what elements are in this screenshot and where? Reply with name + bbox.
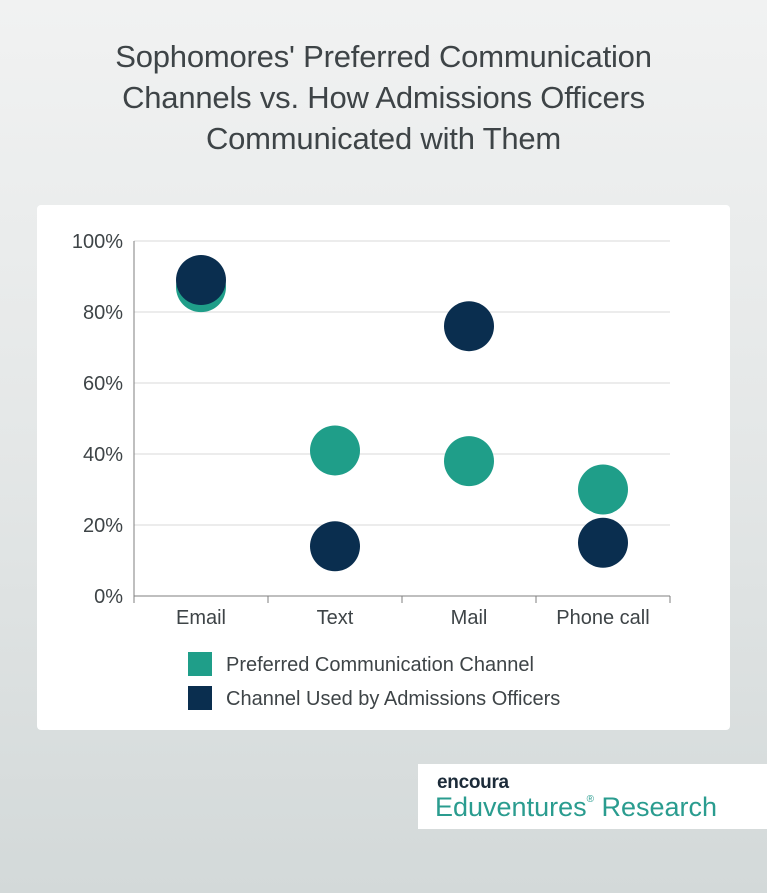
data-point-series-2 bbox=[578, 517, 628, 568]
brand-logo: encoura Eduventures® Research bbox=[418, 764, 767, 829]
y-tick-label: 80% bbox=[83, 302, 123, 324]
data-point-series-2 bbox=[310, 521, 360, 572]
data-point-series-1 bbox=[444, 436, 494, 487]
title-line-2: Channels vs. How Admissions Officers bbox=[122, 80, 645, 115]
chart-title: Sophomores' Preferred Communication Chan… bbox=[0, 36, 767, 159]
x-tick-label: Email bbox=[176, 607, 226, 629]
y-tick-label: 0% bbox=[94, 586, 123, 608]
y-tick-label: 60% bbox=[83, 373, 123, 395]
y-tick-label: 40% bbox=[83, 444, 123, 466]
registered-mark: ® bbox=[586, 794, 594, 805]
data-point-series-1 bbox=[578, 464, 628, 515]
chart-card: 0% 20% 40% 60% 80% 100% Email Text Mail Phone cal… bbox=[37, 205, 730, 730]
data-point-series-1 bbox=[310, 425, 360, 476]
data-point-series-2 bbox=[176, 255, 226, 306]
legend-swatch bbox=[188, 686, 212, 710]
y-tick-label: 100% bbox=[72, 231, 123, 253]
x-tick-label: Text bbox=[317, 607, 354, 629]
x-tick-label: Phone call bbox=[556, 607, 649, 629]
data-point-series-2 bbox=[444, 301, 494, 352]
legend-label: Preferred Communication Channel bbox=[226, 654, 534, 676]
y-tick-label: 20% bbox=[83, 515, 123, 537]
brand-line-2: Research bbox=[601, 792, 718, 822]
encoura-logo-text: encoura bbox=[437, 772, 509, 793]
title-line-1: Sophomores' Preferred Communication bbox=[115, 39, 652, 74]
legend-label: Channel Used by Admissions Officers bbox=[226, 688, 560, 710]
brand-line-1: Eduventures bbox=[435, 792, 587, 822]
x-tick-label: Mail bbox=[451, 607, 488, 629]
chart-plot: 0% 20% 40% 60% 80% 100% Email Text Mail Phone cal… bbox=[72, 231, 671, 710]
title-line-3: Communicated with Them bbox=[205, 121, 562, 156]
eduventures-research-text: Eduventures® Research bbox=[435, 792, 717, 823]
legend-swatch bbox=[188, 652, 212, 676]
